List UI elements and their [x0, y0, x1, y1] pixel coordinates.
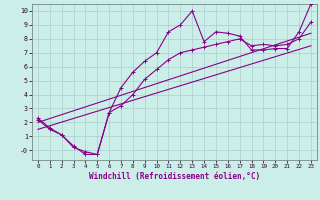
- X-axis label: Windchill (Refroidissement éolien,°C): Windchill (Refroidissement éolien,°C): [89, 172, 260, 181]
